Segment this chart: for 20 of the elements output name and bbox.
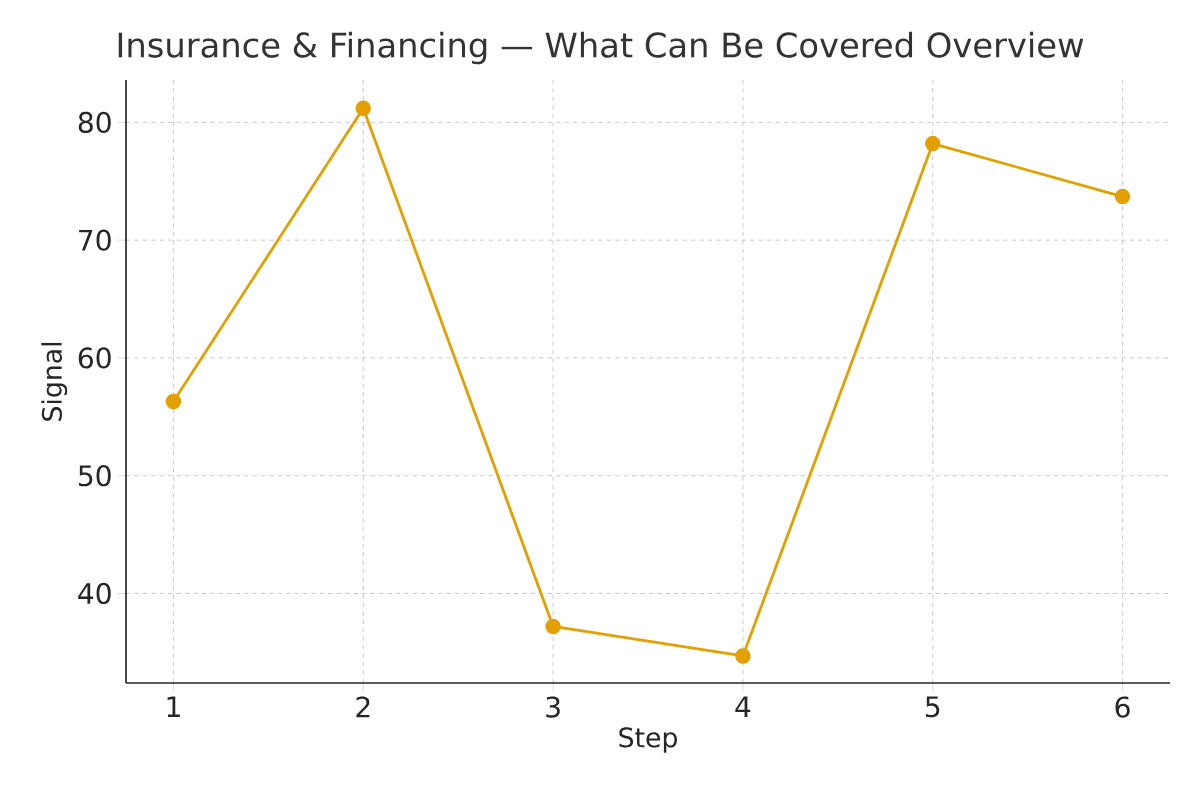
point [355,100,372,116]
chart-title: Insurance & Financing — What Can Be Covered Overview [118,31,1084,65]
x-axis-title: Step [619,727,677,753]
point [545,618,561,635]
y-tick-label: 70 [79,229,111,251]
x-tick-label: 5 [925,696,940,718]
y-axis-title: Signal [41,342,68,421]
y-tick-label: 50 [78,465,111,487]
y-tick-label: 60 [78,347,111,369]
x-tick-label: 6 [1115,696,1130,718]
x-tick-label: 3 [546,696,560,718]
point [735,648,751,664]
x-tick-label: 1 [167,696,180,717]
x-tick-label: 4 [735,696,751,717]
point [165,393,182,410]
x-tick-label: 2 [356,696,370,718]
point [1114,188,1131,205]
y-tick-label: 80 [78,111,111,134]
point [925,135,941,152]
y-tick-label: 40 [78,582,111,605]
